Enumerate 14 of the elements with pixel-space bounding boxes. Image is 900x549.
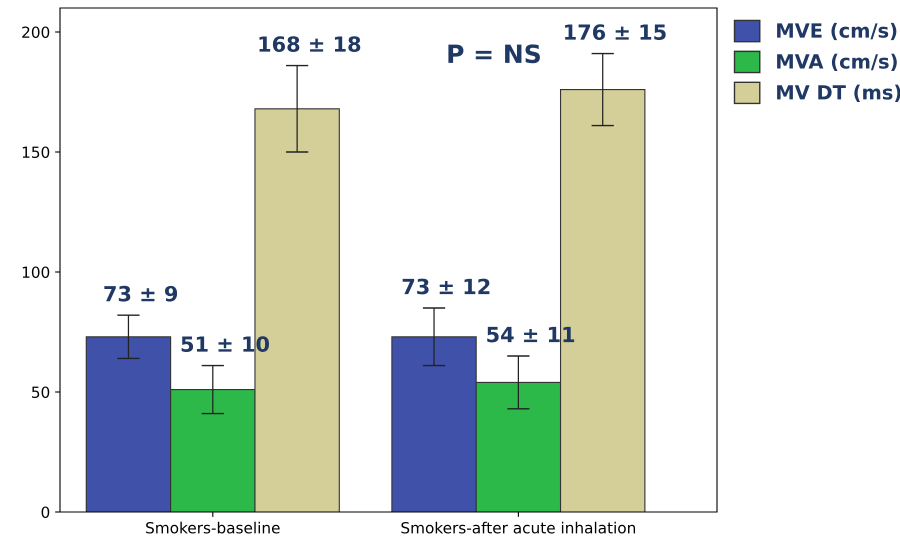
y-tick-label: 0	[42, 506, 50, 518]
y-tick-label: 150	[22, 146, 50, 158]
data-label: 176 ± 15	[565, 24, 666, 40]
x-tick-label: Smokers-after acute inhalation	[401, 522, 636, 534]
data-label: 73 ± 9	[104, 286, 178, 302]
y-tick-label: 50	[32, 386, 50, 398]
y-tick-label: 200	[22, 26, 50, 38]
data-label: 168 ± 18	[259, 36, 360, 52]
x-tick-label: Smokers-baseline	[146, 522, 280, 534]
legend-label: MVE (cm/s)	[777, 22, 896, 40]
annotation: P = NS	[448, 44, 540, 64]
data-label: 73 ± 12	[402, 278, 490, 294]
y-tick-label: 100	[22, 266, 50, 278]
legend-label: MVA (cm/s)	[777, 54, 897, 72]
